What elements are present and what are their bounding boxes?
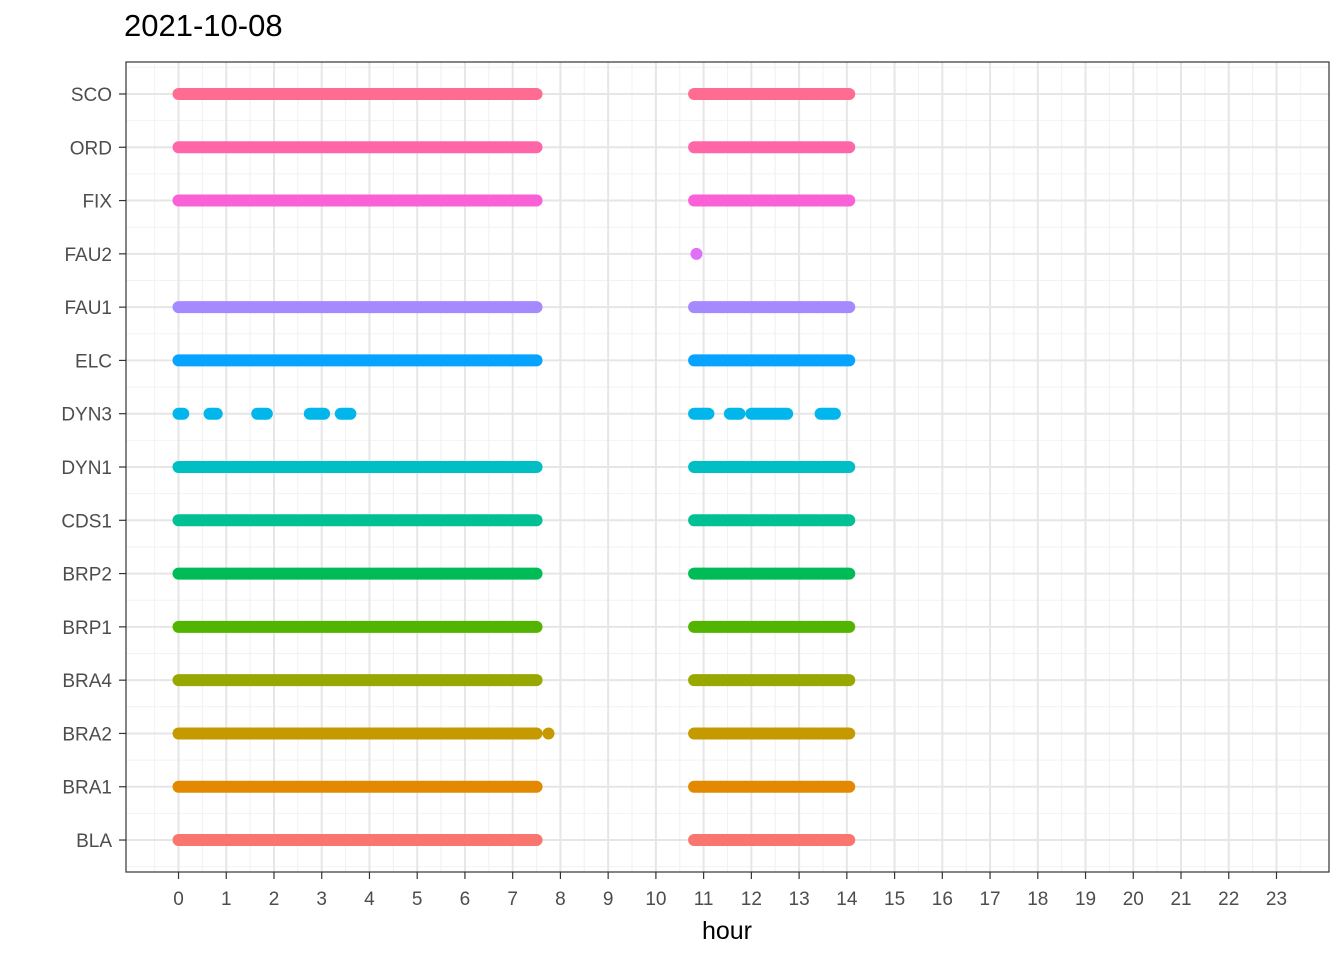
y-tick-label: FIX (82, 192, 112, 213)
x-tick-label: 12 (741, 889, 762, 910)
x-tick-label: 3 (316, 889, 327, 910)
x-tick-label: 14 (836, 889, 858, 910)
x-tick-label: 13 (789, 889, 810, 910)
series-fau2 (690, 247, 703, 260)
x-tick-label: 8 (555, 889, 566, 910)
x-tick-label: 5 (412, 889, 423, 910)
y-tick-label: BRP2 (62, 565, 112, 586)
x-tick-label: 6 (460, 889, 471, 910)
x-tick-label: 11 (694, 889, 714, 910)
chart-title: 2021-10-08 (124, 8, 283, 43)
y-tick-label: DYN3 (61, 405, 112, 426)
y-tick-label: FAU2 (64, 245, 112, 266)
x-tick-label: 19 (1075, 889, 1096, 910)
y-tick-label: BRA4 (62, 671, 112, 692)
x-tick-label: 18 (1027, 889, 1048, 910)
y-tick-label: BRA1 (62, 778, 112, 799)
x-tick-label: 7 (507, 889, 518, 910)
series-bra2 (172, 727, 856, 740)
x-axis-title: hour (702, 917, 752, 945)
x-tick-label: 1 (221, 889, 232, 910)
y-tick-label: DYN1 (61, 458, 112, 479)
y-tick-label: BRA2 (62, 724, 112, 745)
y-tick-label: SCO (71, 85, 112, 106)
x-tick-label: 10 (645, 889, 666, 910)
x-tick-label: 9 (603, 889, 614, 910)
y-tick-label: BRP1 (62, 618, 112, 639)
y-tick-label: ELC (75, 351, 112, 372)
data-point (542, 727, 555, 740)
x-tick-label: 23 (1266, 889, 1287, 910)
x-tick-label: 16 (932, 889, 953, 910)
data-point (690, 247, 703, 260)
x-tick-label: 15 (884, 889, 905, 910)
y-tick-label: ORD (70, 138, 112, 159)
x-tick-label: 4 (364, 889, 375, 910)
y-tick-label: FAU1 (64, 298, 112, 319)
x-tick-label: 21 (1170, 889, 1191, 910)
x-tick-label: 0 (173, 889, 184, 910)
y-tick-label: BLA (76, 831, 112, 852)
x-tick-label: 2 (269, 889, 280, 910)
y-tick-label: CDS1 (61, 511, 112, 532)
x-tick-label: 17 (979, 889, 1000, 910)
y-axis: BLA BRA1 BRA2 BRA4 BRP1 BRP2 CDS1 DYN1 DYN3 ELC FA… (61, 85, 126, 852)
x-axis: 0 1 2 3 4 5 6 7 8 9 10 11 12 13 14 15 16 17 18 19 20 21 22 23 (173, 872, 1287, 910)
data-marks (172, 87, 856, 847)
x-tick-label: 20 (1123, 889, 1144, 910)
x-tick-label: 22 (1218, 889, 1239, 910)
